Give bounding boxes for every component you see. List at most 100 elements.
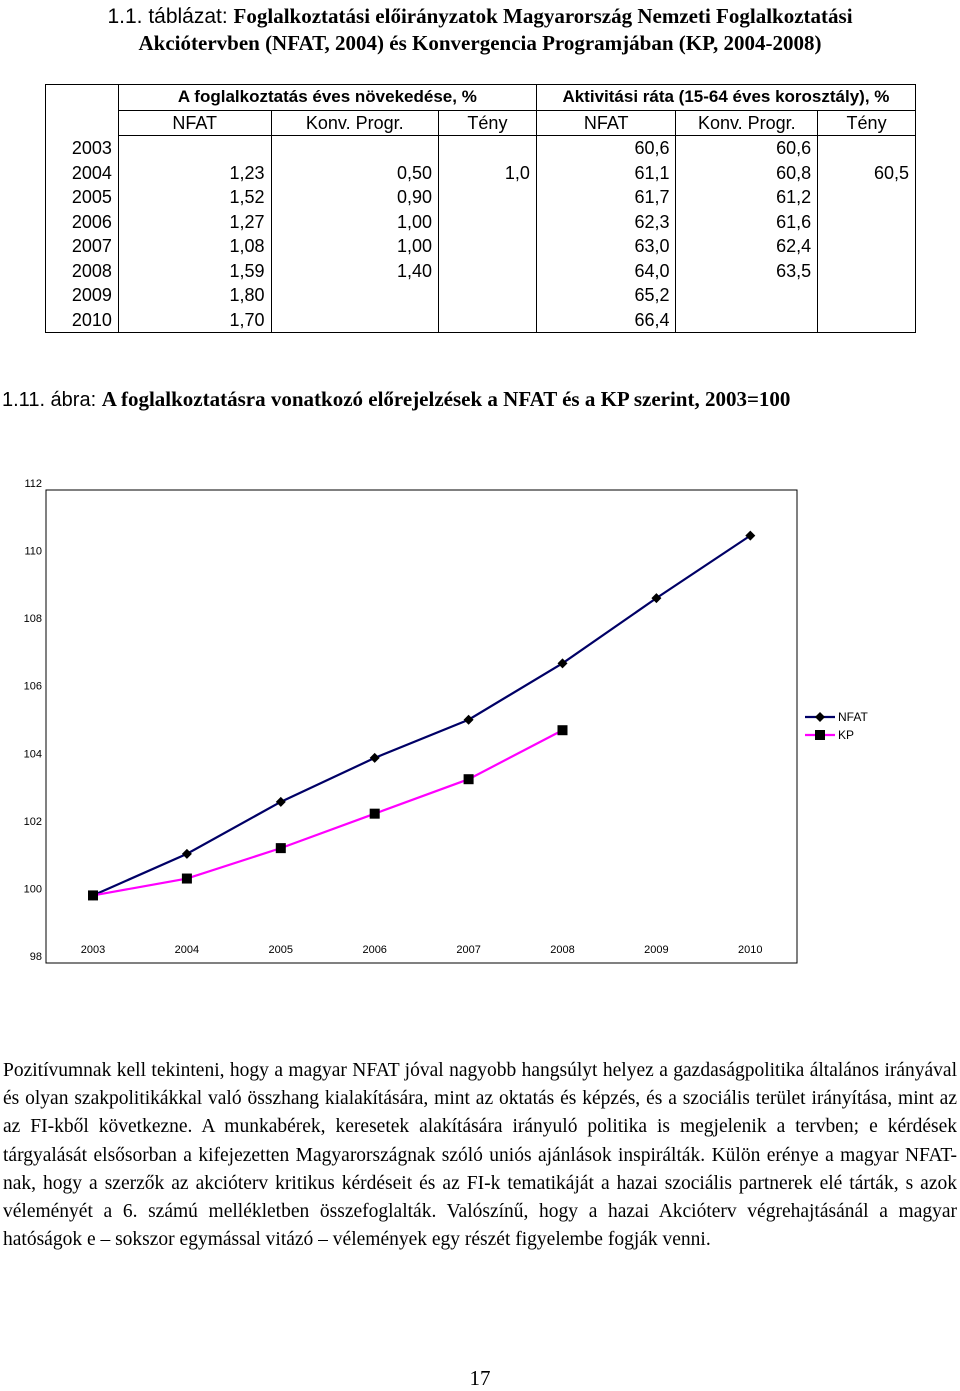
table-cell: 66,4 <box>535 307 676 333</box>
data-point-nfat <box>651 593 662 604</box>
y-tick-label: 106 <box>24 681 42 693</box>
row-year: 2010 <box>45 307 119 333</box>
x-tick-label: 2004 <box>175 944 199 956</box>
table-cell <box>817 234 916 259</box>
figure-caption: 1.11. ábra: A foglalkoztatásra vonatkozó… <box>2 386 960 413</box>
table-cell <box>438 283 537 308</box>
legend-marker-nfat <box>815 712 825 722</box>
data-point-nfat <box>745 530 756 541</box>
table-row: 2009 1,80 65,2 <box>45 283 916 308</box>
data-point-nfat <box>369 752 380 763</box>
table-cell <box>817 135 916 161</box>
legend-marker-kp <box>815 730 825 740</box>
x-tick-label: 2010 <box>738 944 762 956</box>
table-cell: 61,7 <box>535 185 676 210</box>
table-cell <box>438 258 537 283</box>
y-tick-label: 110 <box>24 546 42 558</box>
legend-label-kp: KP <box>838 728 854 742</box>
row-year: 2005 <box>45 185 119 210</box>
table-cell <box>817 209 916 234</box>
data-point-kp <box>275 843 286 854</box>
table-cell: 63,0 <box>535 234 676 259</box>
data-point-nfat <box>275 796 286 807</box>
x-tick-label: 2008 <box>550 944 574 956</box>
table-cell <box>817 283 916 308</box>
table-row: 2004 1,23 0,50 1,0 61,1 60,8 60,5 <box>45 160 916 185</box>
table-row: 2007 1,08 1,00 63,0 62,4 <box>45 234 916 259</box>
table-cell: 1,40 <box>270 258 439 283</box>
table-cell: 0,90 <box>270 185 439 210</box>
table-row: 2005 1,52 0,90 61,7 61,2 <box>45 185 916 210</box>
table-cell: 0,50 <box>270 160 439 185</box>
group-header-growth: A foglalkoztatás éves növekedése, % <box>117 84 537 111</box>
table-cell: 1,70 <box>117 307 271 333</box>
table-cell <box>438 234 537 259</box>
table-cell: 60,6 <box>535 135 676 161</box>
table-cell: 60,6 <box>675 135 818 161</box>
row-year: 2003 <box>45 135 119 161</box>
data-point-nfat <box>181 848 192 859</box>
table-cell <box>270 307 439 333</box>
data-point-kp <box>88 890 98 901</box>
table-cell: 1,23 <box>117 160 271 185</box>
figure-caption-title: A foglalkoztatásra vonatkozó előrejelzés… <box>101 387 791 411</box>
x-tick-label: 2009 <box>644 944 668 956</box>
table-cell <box>438 209 537 234</box>
body-paragraph: Pozitívumnak kell tekinteni, hogy a magy… <box>3 1060 957 1251</box>
table-cell <box>270 283 439 308</box>
table-cell: 1,08 <box>117 234 271 259</box>
table-cell: 62,4 <box>675 234 818 259</box>
series-line-kp <box>92 729 564 897</box>
table-caption-prefix: 1.1. táblázat: <box>107 5 234 28</box>
x-tick-label: 2006 <box>362 944 386 956</box>
table-cell <box>438 135 537 161</box>
sub-header: Konv. Progr. <box>270 110 439 136</box>
row-year: 2009 <box>45 283 119 308</box>
data-point-nfat <box>557 658 568 669</box>
table-cell <box>675 307 818 333</box>
row-year: 2006 <box>45 209 119 234</box>
table-cell <box>675 283 818 308</box>
series-line-nfat <box>92 534 751 897</box>
table-cell: 1,00 <box>270 234 439 259</box>
table-cell: 63,5 <box>675 258 818 283</box>
plot-area <box>45 489 798 964</box>
table-cell <box>438 307 537 333</box>
data-point-kp <box>557 725 568 736</box>
sub-header: NFAT <box>535 110 676 136</box>
data-point-kp <box>181 873 192 884</box>
table-caption-title-line2: Akciótervben (NFAT, 2004) és Konvergenci… <box>138 31 822 55</box>
table-cell: 1,0 <box>438 160 537 185</box>
sub-header: Tény <box>817 110 916 136</box>
table-row: 2010 1,70 66,4 <box>45 307 916 333</box>
y-tick-label: 108 <box>24 613 42 625</box>
table-cell <box>117 135 271 161</box>
table-cell: 61,1 <box>535 160 676 185</box>
table-cell <box>438 185 537 210</box>
x-tick-label: 2005 <box>269 944 293 956</box>
table-cell: 1,59 <box>117 258 271 283</box>
table-cell: 1,27 <box>117 209 271 234</box>
employment-forecast-chart: 98 100 102 104 106 108 110 112 2003 2004 2005 2006… <box>24 478 868 964</box>
table-cell: 1,00 <box>270 209 439 234</box>
row-year: 2004 <box>45 160 119 185</box>
row-year: 2007 <box>45 234 119 259</box>
page-number: 17 <box>469 1366 491 1390</box>
x-tick-label: 2007 <box>456 944 480 956</box>
y-tick-label: 104 <box>24 748 42 760</box>
table-caption: 1.1. táblázat: Foglalkoztatási előirányz… <box>0 3 960 56</box>
data-point-kp <box>369 808 380 819</box>
data-point-kp <box>463 774 474 785</box>
table-caption-title-line1: Foglalkoztatási előirányzatok Magyarorsz… <box>233 4 853 28</box>
sub-header: Konv. Progr. <box>675 110 818 136</box>
corner-cell <box>45 84 119 110</box>
group-header-activity: Aktivitási ráta (15-64 éves korosztály),… <box>535 84 917 111</box>
corner-cell <box>45 110 119 136</box>
table-cell: 60,8 <box>675 160 818 185</box>
table-cell: 61,6 <box>675 209 818 234</box>
table-row: 2008 1,59 1,40 64,0 63,5 <box>45 258 916 283</box>
table-cell <box>270 135 439 161</box>
row-year: 2008 <box>45 258 119 283</box>
figure-caption-prefix: 1.11. ábra: <box>2 389 102 411</box>
table-cell: 62,3 <box>535 209 676 234</box>
